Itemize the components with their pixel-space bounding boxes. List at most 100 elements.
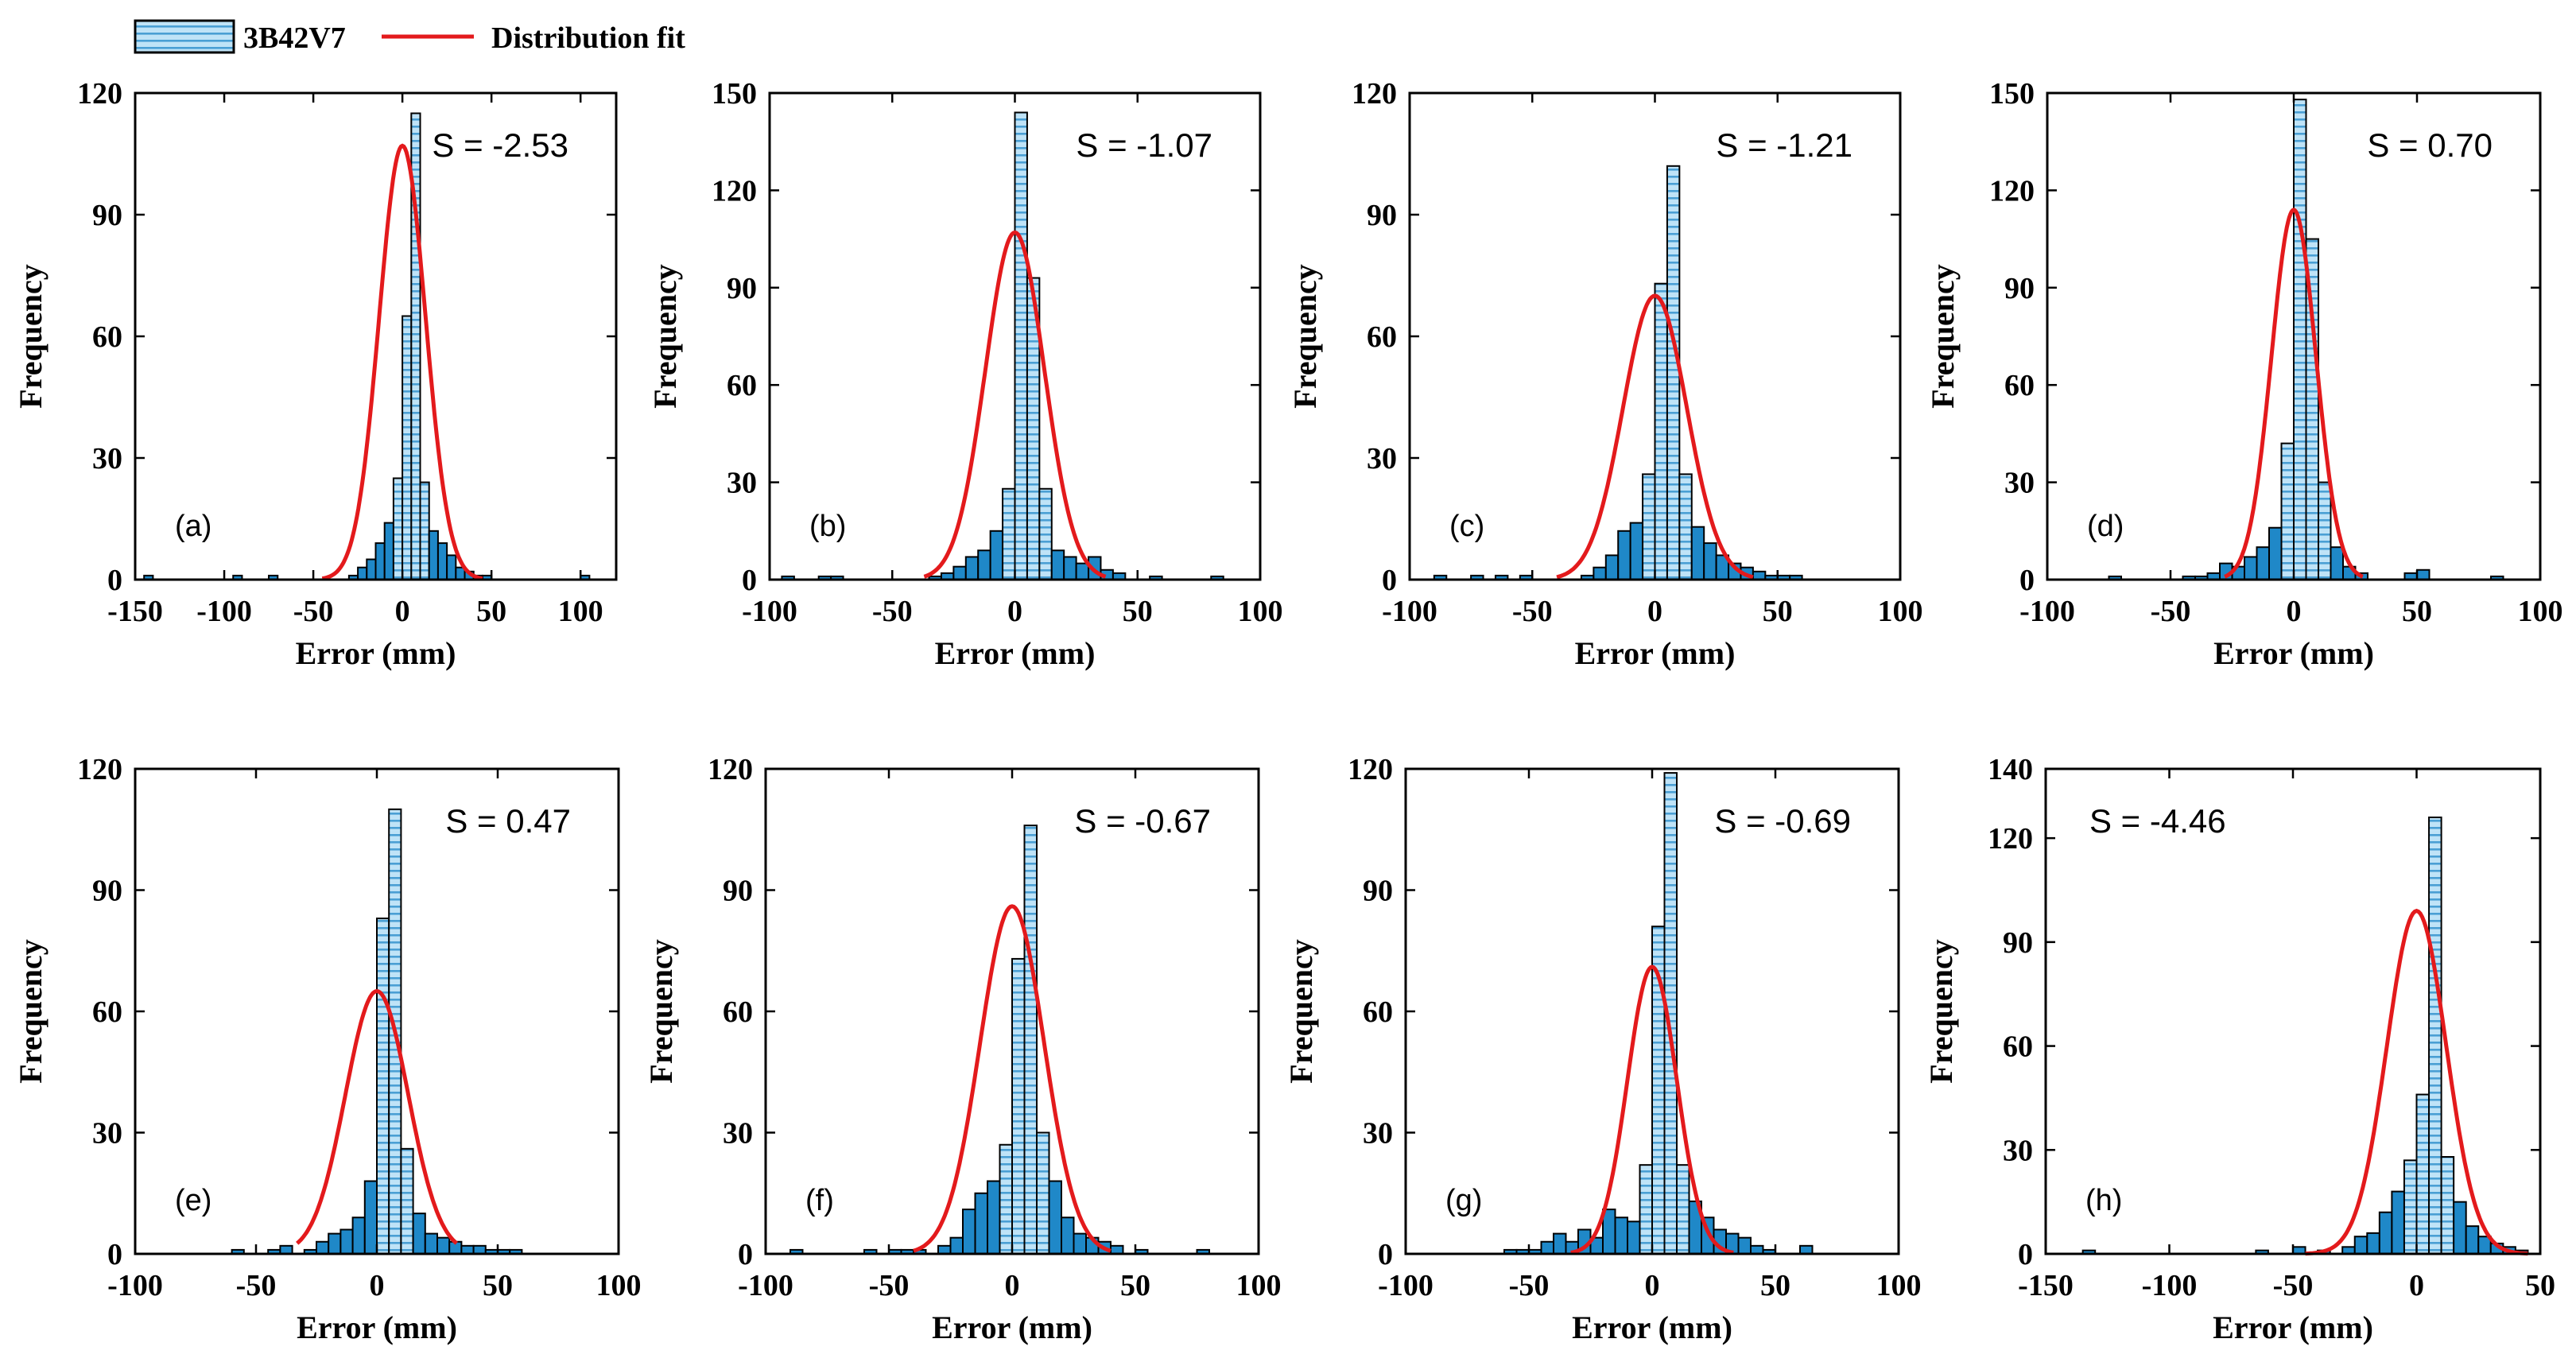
histogram-bar	[2415, 1093, 2431, 1255]
histogram-bar	[1002, 487, 1016, 581]
histogram-bar	[2403, 1159, 2418, 1255]
y-tick-label: 90	[1367, 199, 1397, 232]
skewness-stat: S = -1.07	[1076, 126, 1212, 164]
histogram-bar	[472, 1244, 487, 1255]
histogram-bar	[436, 542, 448, 580]
y-tick-label: 30	[92, 442, 122, 475]
histogram-bar	[2465, 1225, 2480, 1255]
histogram-bar	[412, 1213, 426, 1255]
histogram-bar	[1654, 282, 1668, 580]
histogram-bars	[789, 825, 1210, 1255]
distribution-fit-curve	[2224, 208, 2364, 579]
x-tick-label: 50	[2402, 595, 2432, 628]
x-tick-label: 100	[1236, 1269, 1282, 1302]
y-tick-label: 120	[77, 77, 122, 111]
y-tick-label: 0	[1382, 564, 1397, 597]
x-tick-label: -100	[196, 595, 252, 628]
y-tick-label: 150	[1989, 77, 2035, 111]
histogram-bar	[316, 1240, 330, 1255]
y-axis-label: Frequency	[13, 939, 48, 1083]
histogram-bar	[1750, 1244, 1764, 1255]
y-tick-label: 90	[1363, 875, 1393, 908]
distribution-fit-curve	[1556, 293, 1754, 580]
x-axis-label: Error (mm)	[297, 1310, 457, 1345]
histogram-bar	[2440, 1156, 2455, 1255]
distribution-fit-curve	[321, 143, 483, 581]
legend-histogram-label: 3B42V7	[243, 21, 346, 55]
histogram-bar	[1737, 1236, 1752, 1255]
histogram-bar	[2318, 481, 2332, 580]
histogram-bar	[424, 1232, 438, 1255]
histogram-bar	[374, 542, 386, 580]
x-tick-label: -50	[2151, 595, 2191, 628]
histogram-bars	[2108, 99, 2504, 581]
distribution-fit-curve	[913, 904, 1111, 1253]
y-tick-label: 30	[2003, 1134, 2033, 1167]
x-tick-label: 0	[370, 1269, 385, 1302]
histogram-bar	[2244, 556, 2258, 581]
panel-label: (c)	[1449, 510, 1484, 543]
distribution-fit-curve	[296, 989, 458, 1245]
y-tick-label: 30	[727, 467, 757, 500]
x-axis-label: Error (mm)	[2213, 635, 2374, 671]
histogram-bar	[363, 1180, 378, 1255]
histogram-bars	[231, 808, 523, 1255]
histogram-bar	[962, 1209, 976, 1255]
histogram-bar	[987, 1180, 1001, 1255]
y-tick-label: 90	[2003, 926, 2033, 960]
panel-f: -100 -50 0 50 100 0 30 60 90 120 Error (mm) Frequen…	[643, 753, 1282, 1345]
y-tick-label: 0	[742, 564, 757, 597]
y-axis-label: Frequency	[1925, 264, 1961, 408]
x-tick-label: 100	[2518, 595, 2563, 628]
y-tick-label: 60	[723, 995, 753, 1029]
x-tick-label: -50	[236, 1269, 277, 1302]
histogram-bar	[436, 1236, 451, 1255]
y-tick-label: 120	[1988, 822, 2033, 856]
panel-label: (e)	[175, 1184, 211, 1217]
y-tick-label: 30	[2004, 467, 2035, 500]
skewness-stat: S = -0.69	[1714, 802, 1851, 840]
y-tick-label: 140	[1988, 753, 2033, 786]
x-tick-label: 0	[2409, 1269, 2424, 1302]
x-tick-label: 100	[596, 1269, 642, 1302]
histogram-bar	[357, 566, 368, 581]
x-axis-label: Error (mm)	[1575, 635, 1736, 671]
histogram-bar	[2330, 546, 2344, 581]
panel-label: (a)	[175, 510, 211, 543]
y-tick-label: 0	[1378, 1238, 1393, 1271]
panel-b: -100 -50 0 50 100 0 30 60 90 120 150 Error (mm) Freq…	[647, 77, 1283, 671]
x-tick-label: 100	[1238, 595, 1283, 628]
y-tick-label: 120	[77, 753, 122, 786]
histogram-bar	[2353, 1236, 2368, 1255]
x-tick-label: -100	[2019, 595, 2075, 628]
x-tick-label: 50	[1120, 1269, 1150, 1302]
x-tick-label: 0	[2287, 595, 2302, 628]
histogram-bar	[1075, 562, 1090, 580]
y-axis-label: Frequency	[647, 264, 683, 408]
x-tick-label: 100	[1878, 595, 1923, 628]
y-tick-label: 60	[1363, 995, 1393, 1029]
histogram-bar	[977, 549, 991, 581]
histogram-bar	[2293, 99, 2307, 581]
x-tick-label: -100	[107, 1269, 163, 1302]
y-tick-label: 90	[723, 875, 753, 908]
legend: 3B42V7 Distribution fit	[134, 19, 685, 55]
y-axis-label: Frequency	[643, 939, 679, 1083]
histogram-bar	[366, 558, 377, 580]
histogram-bar	[1627, 1220, 1641, 1255]
histogram-bar	[1642, 473, 1656, 581]
histogram-bars	[2081, 817, 2529, 1255]
y-tick-label: 120	[1989, 174, 2035, 208]
x-tick-label: 100	[1876, 1269, 1922, 1302]
histogram-bar	[1799, 1244, 1814, 1255]
histogram-bar	[989, 530, 1004, 580]
histogram-bar	[999, 1143, 1013, 1255]
panel-h: -150 -100 -50 0 50 0 30 60 90 120 140 Error (mm) Fre…	[1923, 753, 2555, 1345]
x-tick-label: 100	[558, 595, 603, 628]
panel-d: -100 -50 0 50 100 0 30 60 90 120 150 Error (mm) Freq…	[1925, 77, 2563, 671]
x-axis-label: Error (mm)	[935, 635, 1096, 671]
y-tick-label: 30	[1363, 1117, 1393, 1151]
histogram-bar	[2453, 1201, 2467, 1255]
x-tick-label: 0	[395, 595, 410, 628]
histogram-bar	[1593, 566, 1607, 581]
